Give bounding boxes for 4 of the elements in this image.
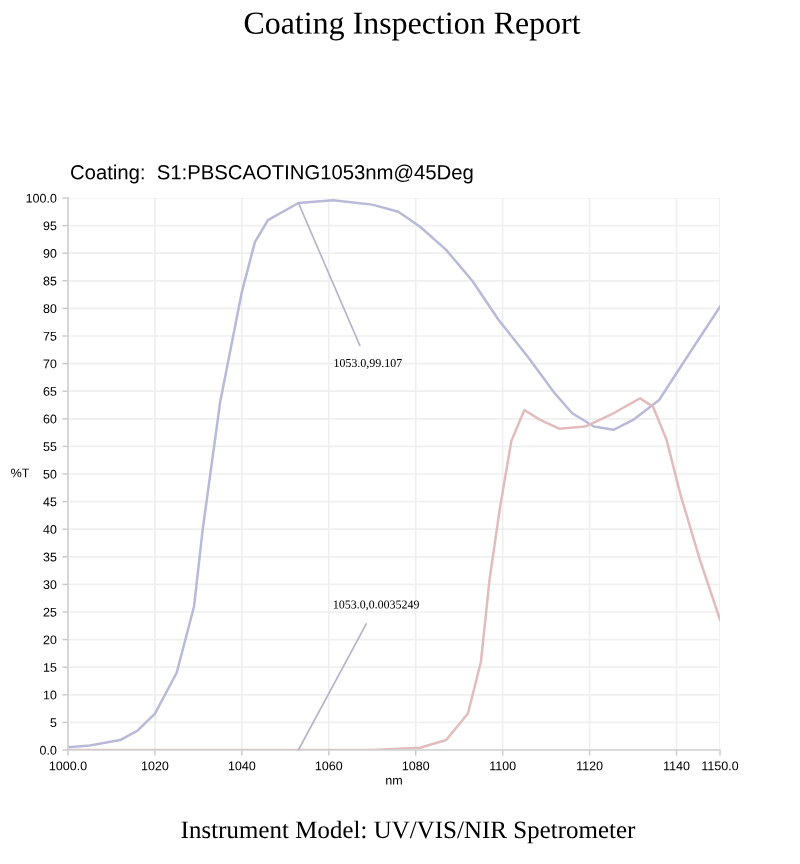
text: Instrument Model: UV/VIS/NIR Spetrometer — [181, 820, 636, 844]
chart-subtitle: Coating: S1:PBSCAOTING1053nm@45Deg — [71, 164, 473, 184]
chart-title: Coating Inspection Report — [244, 12, 581, 41]
line-series — [68, 198, 720, 749]
